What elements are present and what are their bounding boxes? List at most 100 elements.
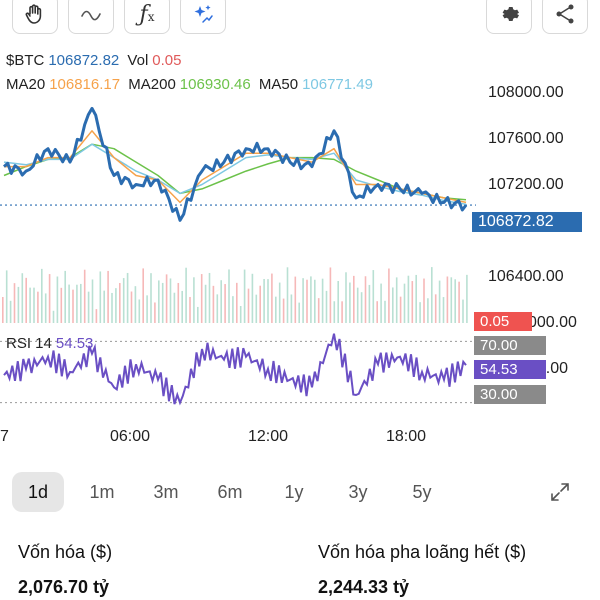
volume-bar (37, 291, 39, 323)
volume-bar (290, 294, 293, 323)
volume-bar (72, 289, 74, 323)
volume-bar (403, 283, 406, 323)
market-cap-stat: Vốn hóa ($) 2,076.70 tỷ (18, 542, 112, 598)
volume-bar (150, 273, 152, 323)
volume-bar (95, 309, 98, 323)
volume-bar (446, 276, 449, 323)
volume-bar (44, 293, 47, 323)
vol-value: 0.05 (152, 52, 182, 69)
rsi-label: RSI 14 (6, 335, 52, 352)
volume-bar (376, 301, 378, 323)
fdv-label: Vốn hóa pha loãng hết ($) (318, 542, 527, 562)
volume-bar (220, 280, 222, 323)
rsi-current-tag: 54.53 (474, 360, 546, 379)
range-5y-button[interactable]: 5y (412, 481, 432, 502)
vol-label: Vol (127, 52, 149, 69)
ma50-value: 106771.49 (302, 76, 373, 93)
vol-tag: 0.05 (474, 312, 532, 331)
ma200-label: MA200 (128, 76, 176, 93)
volume-bar (380, 283, 382, 323)
volume-bar (247, 288, 250, 323)
volume-bar (122, 278, 125, 323)
volume-bar (76, 284, 78, 323)
rsi-lower-tag: 30.00 (474, 385, 546, 404)
volume-bar (91, 279, 94, 323)
volume-bar (407, 275, 410, 323)
fullscreen-button[interactable] (540, 472, 580, 512)
volume-bar (356, 287, 359, 323)
range-1m-button[interactable]: 1m (89, 481, 115, 502)
volume-bar (177, 282, 180, 323)
volume-bar (411, 281, 414, 323)
fdv-stat: Vốn hóa pha loãng hết ($) 2,244.33 tỷ (318, 542, 526, 598)
volume-bar (329, 267, 332, 323)
volume-bar (146, 295, 148, 323)
function-icon: ƒx (139, 1, 155, 27)
share-button[interactable] (542, 0, 588, 34)
volume-bar (154, 302, 156, 323)
series-line-btc (3, 106, 468, 222)
volume-bar (388, 268, 390, 323)
volume-bar (360, 292, 363, 323)
hand-tool-button[interactable] (12, 0, 58, 34)
volume-bar (5, 270, 8, 323)
volume-bar (83, 269, 86, 323)
ai-button[interactable] (180, 0, 226, 34)
volume-bar (271, 273, 273, 323)
volume-bar (454, 279, 456, 323)
volume-bar (353, 275, 355, 323)
volume-bar (294, 276, 297, 323)
fdv-value: 2,244.33 tỷ (318, 577, 410, 597)
volume-bar (462, 299, 464, 323)
range-6m-button[interactable]: 6m (217, 481, 243, 502)
volume-bar (48, 274, 51, 323)
range-1d-button[interactable]: 1d (12, 472, 64, 512)
volume-bar (243, 269, 246, 323)
volume-bar (415, 274, 417, 323)
price-info-line: $BTC 106872.82 Vol 0.05 (6, 52, 185, 69)
volume-bar (310, 276, 312, 323)
draw-tool-button[interactable] (68, 0, 114, 34)
volume-bar (21, 273, 24, 323)
volume-bar (64, 270, 66, 323)
volume-bar (434, 294, 437, 323)
volume-bar (173, 292, 176, 323)
volume-bar (212, 285, 215, 323)
volume-bar (99, 271, 102, 323)
volume-bar (255, 294, 258, 323)
ma20-value: 106816.17 (49, 76, 121, 93)
indicator-button[interactable]: ƒx (124, 0, 170, 34)
volume-bar (466, 274, 468, 323)
volume-bar (423, 278, 425, 323)
volume-bar (232, 296, 234, 323)
volume-bar (275, 296, 277, 323)
volume-bar (228, 269, 230, 323)
volume-bar (60, 287, 63, 323)
volume-bar (52, 310, 55, 323)
price-tick: 107200.00 (488, 176, 564, 193)
volume-bar (442, 297, 445, 323)
volume-bar (161, 282, 164, 323)
volume-bar (2, 297, 4, 323)
range-3m-button[interactable]: 3m (153, 481, 179, 502)
rsi-line (3, 333, 467, 406)
ma20-label: MA20 (6, 76, 46, 93)
volume-bar (239, 305, 242, 323)
volume-bar (119, 283, 121, 323)
volume-bar (13, 283, 16, 323)
ma50-label: MA50 (258, 76, 299, 93)
range-1y-button[interactable]: 1y (284, 481, 304, 502)
volume-bar (458, 281, 460, 323)
volume-bar (450, 277, 453, 323)
volume-bar (337, 280, 339, 323)
volume-bar (87, 291, 90, 323)
settings-icon (502, 7, 519, 21)
settings-button[interactable] (486, 0, 532, 34)
rsi-value: 54.53 (55, 335, 94, 352)
volume-bar (68, 284, 70, 323)
price-chart[interactable] (0, 95, 480, 325)
price-tick: 107600.00 (488, 130, 564, 147)
volume-bar (208, 272, 211, 323)
rsi-chart[interactable] (0, 326, 476, 418)
range-3y-button[interactable]: 3y (348, 481, 368, 502)
